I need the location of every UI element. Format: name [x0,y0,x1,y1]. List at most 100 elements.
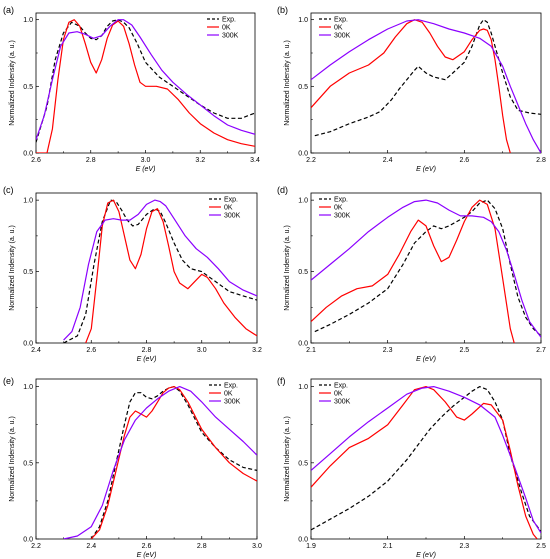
x-tick-label: 2.2 [306,157,316,164]
y-axis-label: Normalized Indensity (a. u.) [9,225,16,311]
legend-label-exp: Exp. [334,383,348,390]
series-line-k300 [311,199,541,338]
x-tick-label: 2.8 [142,347,152,354]
panel-a: 2.6 2.8 3.0 3.2 3.4 0.0 0.5 1.0 E (eV) Normalized… [3,5,260,173]
legend-label-k300: 300K [222,33,239,40]
series-line-k0 [85,199,257,343]
y-axis-label: Normalized Indensity (a. u.) [9,40,16,126]
y-tick-label: 0.0 [23,151,33,158]
x-tick-label: 2.8 [197,543,207,550]
x-axis-label: E (eV) [416,356,436,363]
panel-e: 2.2 2.4 2.6 2.8 3.0 0.0 0.5 1.0 E (eV) Normalized… [3,376,262,559]
x-tick-label: 3.0 [197,347,207,354]
legend-label-exp: Exp. [222,17,236,24]
y-tick-label: 1.0 [298,198,308,205]
series-line-exp [36,19,255,143]
series-line-exp [311,386,541,532]
y-tick-label: 0.5 [298,460,308,467]
x-tick-label: 2.1 [306,347,316,354]
series-line-k0 [36,19,255,153]
panel-label: (a) [3,5,14,15]
x-tick-label: 2.3 [383,347,393,354]
x-tick-label: 3.0 [141,157,151,164]
y-tick-label: 0.5 [298,84,308,91]
x-axis-label: E (eV) [137,356,157,363]
panel-f: 1.9 2.1 2.3 2.5 0.0 0.5 1.0 E (eV) Normalized In… [277,376,546,559]
legend-label-k300: 300K [334,399,351,406]
panel-c: 2.4 2.6 2.8 3.0 3.2 0.0 0.5 1.0 E (eV) Normalized… [3,185,262,363]
panel-label: (d) [277,185,288,195]
legend-label-exp: Exp. [334,17,348,24]
y-tick-label: 0.5 [23,269,33,276]
x-tick-label: 3.4 [250,157,260,164]
x-tick-label: 3.2 [252,347,262,354]
panel-label: (c) [3,185,14,195]
x-tick-label: 3.2 [195,157,205,164]
y-axis-label: Normalized Indensity (a. u.) [284,416,291,502]
x-axis-label: E (eV) [416,552,436,559]
series-line-k300 [311,386,541,534]
y-axis-label: Normalized Indensity (a. u.) [9,416,16,502]
x-tick-label: 2.6 [459,157,469,164]
series-line-k0 [311,386,538,539]
panel-label: (b) [277,5,288,15]
x-tick-label: 1.9 [306,543,316,550]
x-tick-label: 2.8 [536,157,546,164]
legend-label-k0: 0K [224,205,233,212]
legend-label-k0: 0K [224,391,233,398]
series-line-k0 [311,199,515,343]
legend-label-exp: Exp. [334,197,348,204]
x-tick-label: 2.4 [31,347,41,354]
legend-label-k300: 300K [334,33,351,40]
x-tick-label: 2.7 [536,347,546,354]
y-tick-label: 1.0 [23,198,33,205]
legend-label-k0: 0K [334,391,343,398]
series-line-exp [90,386,257,539]
series-line-k300 [36,19,255,140]
x-tick-label: 2.6 [86,347,96,354]
panel-d: 2.1 2.3 2.5 2.7 0.0 0.5 1.0 E (eV) Normalized In… [277,185,546,363]
x-tick-label: 2.8 [86,157,96,164]
y-tick-label: 0.5 [23,460,33,467]
x-axis-label: E (eV) [137,552,157,559]
x-tick-label: 2.4 [86,543,96,550]
x-tick-label: 3.0 [252,543,262,550]
series-line-k300 [311,19,541,153]
y-axis-label: Normalized Indensity (a. u.) [284,40,291,126]
legend-label-k300: 300K [334,213,351,220]
legend-label-exp: Exp. [224,383,238,390]
series-line-exp [314,199,541,337]
y-tick-label: 0.0 [298,151,308,158]
legend-label-k0: 0K [222,25,231,32]
y-tick-label: 0.5 [23,84,33,91]
x-tick-label: 2.5 [536,543,546,550]
x-tick-label: 2.6 [31,157,41,164]
y-axis-label: Normalized Indensity (a. u.) [284,225,291,311]
x-tick-label: 2.1 [383,543,393,550]
legend-label-k300: 300K [224,399,241,406]
x-tick-label: 2.3 [459,543,469,550]
series-line-k0 [311,19,511,153]
series-line-k300 [63,199,257,341]
y-tick-label: 1.0 [298,17,308,24]
y-tick-label: 0.5 [298,269,308,276]
series-line-k300 [63,386,257,539]
y-tick-label: 1.0 [298,384,308,391]
series-line-exp [314,19,541,137]
y-tick-label: 1.0 [23,384,33,391]
legend-label-k300: 300K [224,213,241,220]
x-tick-label: 2.5 [459,347,469,354]
panel-label: (f) [277,376,286,386]
y-tick-label: 0.0 [23,537,33,544]
y-tick-label: 0.0 [298,537,308,544]
x-axis-label: E (eV) [136,166,156,173]
x-tick-label: 2.2 [31,543,41,550]
series-line-k0 [90,386,257,539]
x-tick-label: 2.6 [142,543,152,550]
legend-label-exp: Exp. [224,197,238,204]
x-tick-label: 2.4 [383,157,393,164]
series-line-exp [63,199,257,343]
legend-label-k0: 0K [334,205,343,212]
y-tick-label: 0.0 [298,341,308,348]
